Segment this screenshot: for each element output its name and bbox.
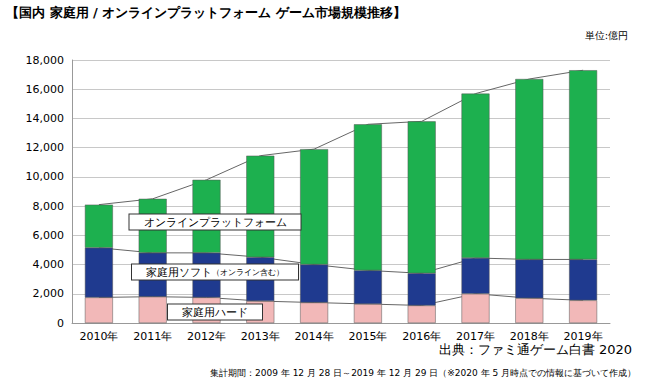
svg-text:2018年: 2018年 [510,330,549,343]
svg-text:オンラインプラットフォーム: オンラインプラットフォーム [144,216,287,229]
svg-text:【国内 家庭用 / オンラインプラットフォーム ゲーム市場規: 【国内 家庭用 / オンラインプラットフォーム ゲーム市場規模推移】 [6,5,406,20]
svg-text:2010年: 2010年 [79,330,118,343]
svg-text:18,000: 18,000 [26,54,65,67]
svg-text:2017年: 2017年 [456,330,495,343]
svg-text:0: 0 [57,317,64,330]
svg-text:2015年: 2015年 [348,330,387,343]
svg-text:出典：ファミ通ゲーム白書 2020: 出典：ファミ通ゲーム白書 2020 [439,342,632,357]
svg-text:家庭用ソフト: 家庭用ソフト [146,266,212,279]
svg-text:集計期間：2009 年 12 月 28 日～2019 年 1: 集計期間：2009 年 12 月 28 日～2019 年 12 月 29 日（※… [210,368,636,378]
svg-text:2,000: 2,000 [33,287,65,300]
svg-text:10,000: 10,000 [26,170,65,183]
svg-text:（オンライン含む）: （オンライン含む） [212,268,284,277]
svg-text:4,000: 4,000 [33,258,65,271]
svg-text:8,000: 8,000 [33,200,65,213]
svg-text:2019年: 2019年 [564,330,603,343]
svg-text:14,000: 14,000 [26,112,65,125]
svg-text:2016年: 2016年 [402,330,441,343]
svg-text:2011年: 2011年 [133,330,172,343]
svg-text:16,000: 16,000 [26,83,65,96]
svg-text:家庭用ハード: 家庭用ハード [182,306,248,319]
svg-text:6,000: 6,000 [33,229,65,242]
svg-text:2013年: 2013年 [241,330,280,343]
svg-text:2014年: 2014年 [295,330,334,343]
svg-text:12,000: 12,000 [26,141,65,154]
svg-text:単位:億円: 単位:億円 [585,30,628,41]
svg-text:2012年: 2012年 [187,330,226,343]
